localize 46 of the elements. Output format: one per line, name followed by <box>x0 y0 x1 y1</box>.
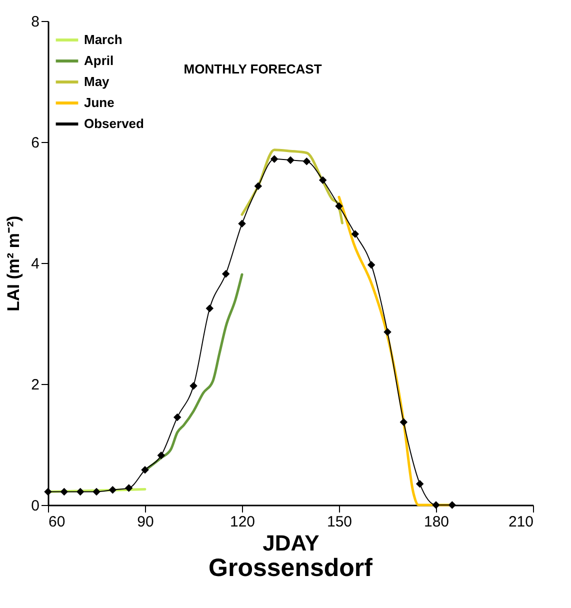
y-axis-title: LAI (m² m⁻²) <box>4 216 24 312</box>
point <box>432 501 440 509</box>
y-tick-label: 0 <box>31 498 40 514</box>
x-axis-title: JDAY <box>262 530 320 556</box>
point <box>286 156 294 164</box>
legend-label: April <box>84 53 114 68</box>
legend-label: June <box>84 95 114 110</box>
x-tick-label: 150 <box>326 514 352 530</box>
point <box>190 382 198 390</box>
y-tick-label: 8 <box>31 14 40 30</box>
annotation: MONTHLY FORECAST <box>184 61 322 76</box>
point <box>400 418 408 426</box>
y-tick-label: 4 <box>31 256 40 272</box>
point <box>60 488 68 496</box>
x-tick-label: 90 <box>137 514 154 530</box>
point <box>254 182 262 190</box>
point <box>76 488 84 496</box>
point <box>108 486 117 494</box>
legend-label: May <box>84 74 110 89</box>
point <box>124 484 133 492</box>
point <box>367 260 376 269</box>
point <box>384 328 392 336</box>
point <box>351 230 360 238</box>
point <box>238 220 246 228</box>
point <box>416 480 424 488</box>
point <box>141 466 149 474</box>
point <box>448 501 456 509</box>
point <box>318 176 327 184</box>
point <box>157 452 166 460</box>
legend-label: March <box>84 32 122 47</box>
x-tick-label: 60 <box>48 514 66 530</box>
point <box>335 202 343 210</box>
x-tick-label: 120 <box>230 514 256 530</box>
y-tick-label: 6 <box>31 134 40 152</box>
point <box>302 157 311 166</box>
point <box>44 488 52 496</box>
text: Grossensdorf <box>208 554 374 582</box>
point <box>92 488 100 496</box>
legend-label: Observed <box>84 116 144 131</box>
point <box>173 413 182 422</box>
y-tick-label: 2 <box>31 376 40 394</box>
x-tick-label: 180 <box>424 514 450 530</box>
point <box>270 155 278 163</box>
x-tick-label: 210 <box>508 514 534 530</box>
point <box>222 270 230 278</box>
point <box>206 304 214 312</box>
